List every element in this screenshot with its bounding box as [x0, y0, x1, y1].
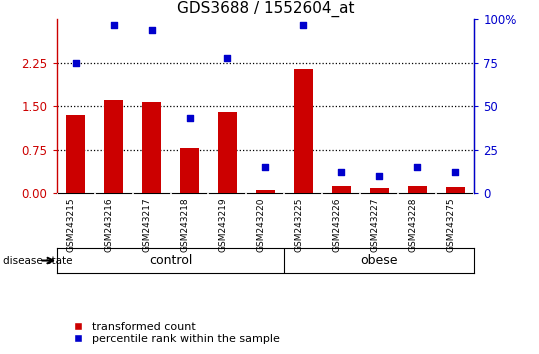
Bar [142, 102, 161, 193]
Bar [66, 115, 85, 193]
Title: GDS3688 / 1552604_at: GDS3688 / 1552604_at [177, 0, 354, 17]
Text: GSM243228: GSM243228 [409, 197, 417, 252]
Text: control: control [149, 254, 192, 267]
Bar [256, 190, 275, 193]
Point [71, 60, 80, 66]
Point [109, 22, 118, 28]
Text: GSM243219: GSM243219 [218, 197, 227, 252]
Bar [446, 187, 465, 193]
Point [299, 22, 308, 28]
Bar [408, 186, 427, 193]
Text: GSM243275: GSM243275 [446, 197, 455, 252]
Point [337, 169, 345, 175]
Text: GSM243227: GSM243227 [370, 197, 379, 252]
Text: GSM243217: GSM243217 [142, 197, 151, 252]
Bar [370, 188, 389, 193]
Point [261, 164, 270, 170]
Text: GSM243216: GSM243216 [105, 197, 114, 252]
Point [375, 173, 384, 178]
Bar [332, 186, 351, 193]
Text: disease state: disease state [3, 256, 72, 266]
Text: GSM243220: GSM243220 [257, 197, 265, 252]
Bar [104, 101, 123, 193]
Point [451, 169, 460, 175]
Text: GSM243218: GSM243218 [181, 197, 190, 252]
Point [185, 115, 194, 121]
Point [147, 27, 156, 33]
Point [413, 164, 421, 170]
Text: obese: obese [361, 254, 398, 267]
Text: GSM243225: GSM243225 [294, 197, 303, 252]
Bar [180, 148, 199, 193]
Text: GSM243226: GSM243226 [333, 197, 341, 252]
Bar [218, 112, 237, 193]
Bar [294, 69, 313, 193]
Legend: transformed count, percentile rank within the sample: transformed count, percentile rank withi… [62, 317, 285, 348]
Text: GSM243215: GSM243215 [67, 197, 75, 252]
Point [223, 55, 232, 61]
